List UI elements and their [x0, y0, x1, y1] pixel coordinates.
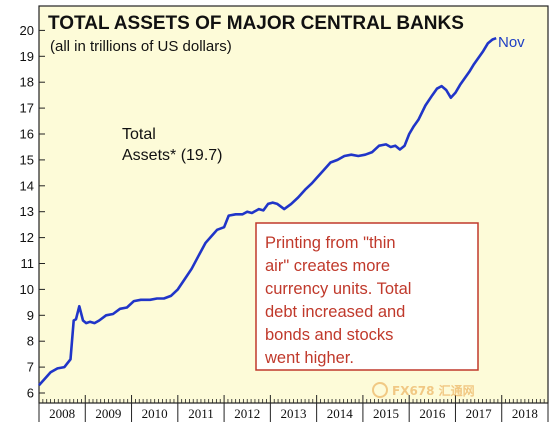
y-tick-label: 16	[20, 127, 34, 142]
y-tick-label: 7	[27, 360, 34, 375]
series-label-line2: Assets* (19.7)	[122, 147, 222, 164]
x-tick-label: 2008	[49, 406, 75, 421]
note-line-2: air" creates more	[265, 257, 390, 275]
y-tick-label: 13	[20, 204, 34, 219]
x-tick-label: 2009	[95, 406, 121, 421]
series-line-total-assets	[38, 36, 497, 387]
x-tick-label: 2011	[188, 406, 214, 421]
x-tick-label: 2018	[512, 406, 538, 421]
y-tick-label: 17	[20, 101, 34, 116]
x-tick-label: 2015	[373, 406, 399, 421]
x-tick-label: 2010	[142, 406, 168, 421]
y-tick-label: 19	[20, 49, 34, 64]
end-annotation: Nov	[498, 34, 525, 51]
x-tick-label: 2013	[281, 406, 307, 421]
note-border	[255, 222, 479, 371]
y-tick-label: 9	[27, 308, 34, 323]
y-tick-label: 8	[27, 334, 34, 349]
chart-title: TOTAL ASSETS OF MAJOR CENTRAL BANKS	[48, 13, 464, 34]
y-tick-label: 20	[20, 23, 34, 38]
y-tick-label: 15	[20, 152, 34, 167]
y-tick-label: 10	[20, 282, 34, 297]
x-axis: 2008 2009 2010 2011 2012 2013 2014 2015 2016 2017…	[38, 395, 549, 422]
watermark-logo-icon	[372, 382, 388, 398]
watermark: FX678 汇通网	[372, 382, 475, 398]
x-tick-label: 2012	[234, 406, 260, 421]
note-line-4: debt increased and	[265, 303, 405, 321]
note-box: Printing from "thin air" creates more cu…	[255, 222, 479, 371]
x-tick-label: 2014	[327, 406, 354, 421]
note-line-6: went higher.	[264, 349, 354, 367]
x-tick-label: 2016	[419, 406, 446, 421]
series-label-line1: Total	[122, 126, 156, 143]
y-tick-label: 14	[20, 178, 34, 193]
note-line-5: bonds and stocks	[265, 326, 393, 344]
y-tick-label: 11	[21, 256, 35, 271]
watermark-text: FX678 汇通网	[392, 383, 475, 398]
x-tick-label: 2017	[466, 406, 493, 421]
chart-subtitle: (all in trillions of US dollars)	[50, 38, 232, 55]
y-tick-label: 18	[20, 75, 34, 90]
note-line-3: currency units. Total	[265, 280, 411, 298]
note-line-1: Printing from "thin	[265, 234, 396, 252]
y-tick-label: 12	[20, 230, 34, 245]
y-axis: 6 7 8 9 10 11 12 13 14 15 16 17 18 19 20	[20, 23, 45, 401]
y-tick-label: 6	[27, 386, 34, 401]
